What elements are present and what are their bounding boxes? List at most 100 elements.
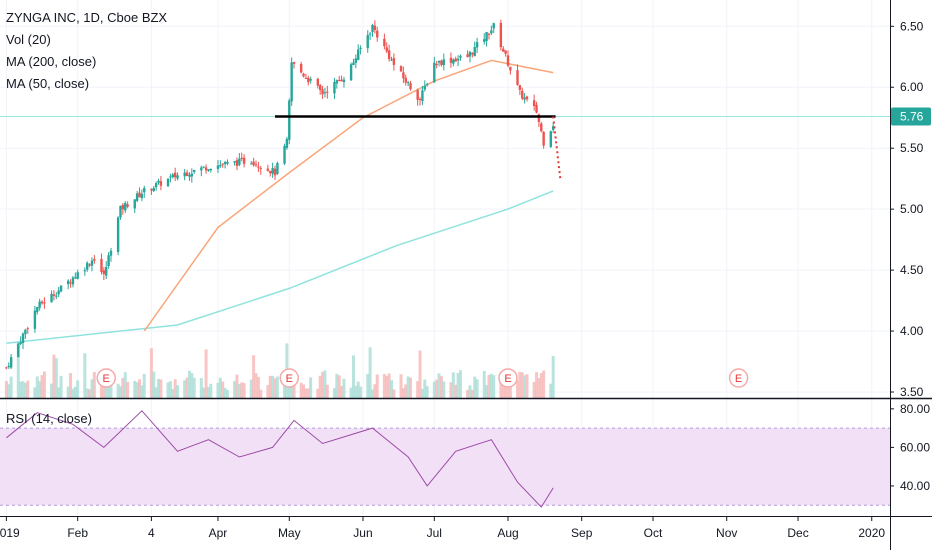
volume-bar xyxy=(7,384,11,398)
volume-bar xyxy=(499,372,503,398)
candle-body xyxy=(307,77,310,83)
volume-bar xyxy=(242,383,246,398)
candle-body xyxy=(385,47,388,52)
symbol-title[interactable]: ZYNGA INC, 1D, Cboe BZX xyxy=(6,10,168,25)
volume-bar xyxy=(454,384,458,398)
candle-body xyxy=(532,100,536,107)
candle-body xyxy=(509,66,512,71)
volume-bar xyxy=(252,355,256,398)
candle-body xyxy=(7,366,10,368)
candle-body xyxy=(33,310,37,329)
volume-bar xyxy=(50,383,54,398)
candle-body xyxy=(506,55,510,66)
volume-bar xyxy=(118,386,122,398)
volume-bar xyxy=(409,377,413,398)
volume-bar xyxy=(335,373,339,398)
candle-body xyxy=(233,161,236,163)
candle-body xyxy=(185,172,189,177)
volume-bar xyxy=(283,383,287,398)
candle-body xyxy=(154,183,158,188)
candle-body xyxy=(335,80,339,84)
candles xyxy=(5,19,555,370)
volume-bar xyxy=(26,380,30,398)
candle-body xyxy=(259,167,262,169)
volume-bar xyxy=(16,341,20,398)
candle-body xyxy=(273,168,277,176)
indicator-rsi[interactable]: RSI (14, close) xyxy=(6,411,92,426)
volume-bar xyxy=(387,373,391,398)
candle-body xyxy=(390,59,393,61)
volume-bar xyxy=(240,382,244,398)
volume-bar xyxy=(487,374,491,398)
volume-bar xyxy=(221,381,225,398)
volume-bar xyxy=(218,377,222,398)
candle-body xyxy=(402,72,405,79)
candle-body xyxy=(475,42,479,48)
candle-body xyxy=(373,25,377,30)
candle-body xyxy=(442,59,446,66)
candle-body xyxy=(540,123,543,132)
candle-body xyxy=(250,163,253,165)
volume-bar xyxy=(525,374,529,398)
rsi-band xyxy=(0,427,890,506)
candle-body xyxy=(133,199,136,209)
candle-body xyxy=(333,82,336,94)
candle-body xyxy=(50,293,53,303)
volume-bar xyxy=(235,374,239,398)
time-tick-label: May xyxy=(278,526,301,540)
volume-bar xyxy=(176,385,180,398)
earnings-label: E xyxy=(286,373,293,385)
volume-bar xyxy=(33,387,37,398)
volume-bar xyxy=(520,372,524,398)
candle-body xyxy=(425,84,429,86)
indicator-volume[interactable]: Vol (20) xyxy=(6,32,51,47)
volume-bar xyxy=(316,388,320,398)
volume-bar xyxy=(332,388,336,398)
volume-bar xyxy=(420,388,424,398)
time-tick-label: Oct xyxy=(644,526,663,540)
candle-body xyxy=(342,79,346,83)
volume-bar xyxy=(83,353,87,398)
volume-bar xyxy=(442,381,446,398)
volume-bar xyxy=(138,379,142,398)
volume-bar xyxy=(225,389,229,398)
volume-bar xyxy=(190,373,194,398)
volume-bar xyxy=(237,383,241,398)
volume-bars xyxy=(4,341,555,398)
candle-body xyxy=(59,285,63,292)
volume-bar xyxy=(482,370,486,398)
candle-body xyxy=(105,267,108,276)
candle-body xyxy=(516,70,519,85)
volume-bar xyxy=(171,388,175,398)
volume-bar xyxy=(268,375,272,398)
candle-body xyxy=(459,55,462,58)
candle-body xyxy=(366,35,369,49)
candle-body xyxy=(55,295,58,297)
indicator-ma50[interactable]: MA (50, close) xyxy=(6,76,90,91)
volume-bar xyxy=(216,382,220,398)
candle-body xyxy=(304,77,308,79)
candle-body xyxy=(223,162,227,165)
candle-body xyxy=(66,280,70,285)
price-tick-label: 5.00 xyxy=(900,202,924,216)
volume-bar xyxy=(259,389,263,398)
time-tick-label: Dec xyxy=(787,526,808,540)
volume-bar xyxy=(85,388,89,398)
volume-bar xyxy=(299,382,303,398)
indicator-ma200[interactable]: MA (200, close) xyxy=(6,54,97,69)
volume-bar xyxy=(140,385,144,398)
candle-body xyxy=(504,50,507,54)
candle-body xyxy=(440,60,443,66)
time-tick-label: Jun xyxy=(353,526,372,540)
candle-body xyxy=(283,146,286,164)
volume-bar xyxy=(302,384,306,398)
volume-bar xyxy=(66,386,70,398)
candle-body xyxy=(468,52,472,57)
volume-bar xyxy=(508,384,512,398)
candle-body xyxy=(421,90,424,102)
candle-body xyxy=(19,342,22,344)
volume-bar xyxy=(287,378,291,398)
volume-bar xyxy=(349,387,353,398)
last-price-badge xyxy=(891,107,931,126)
